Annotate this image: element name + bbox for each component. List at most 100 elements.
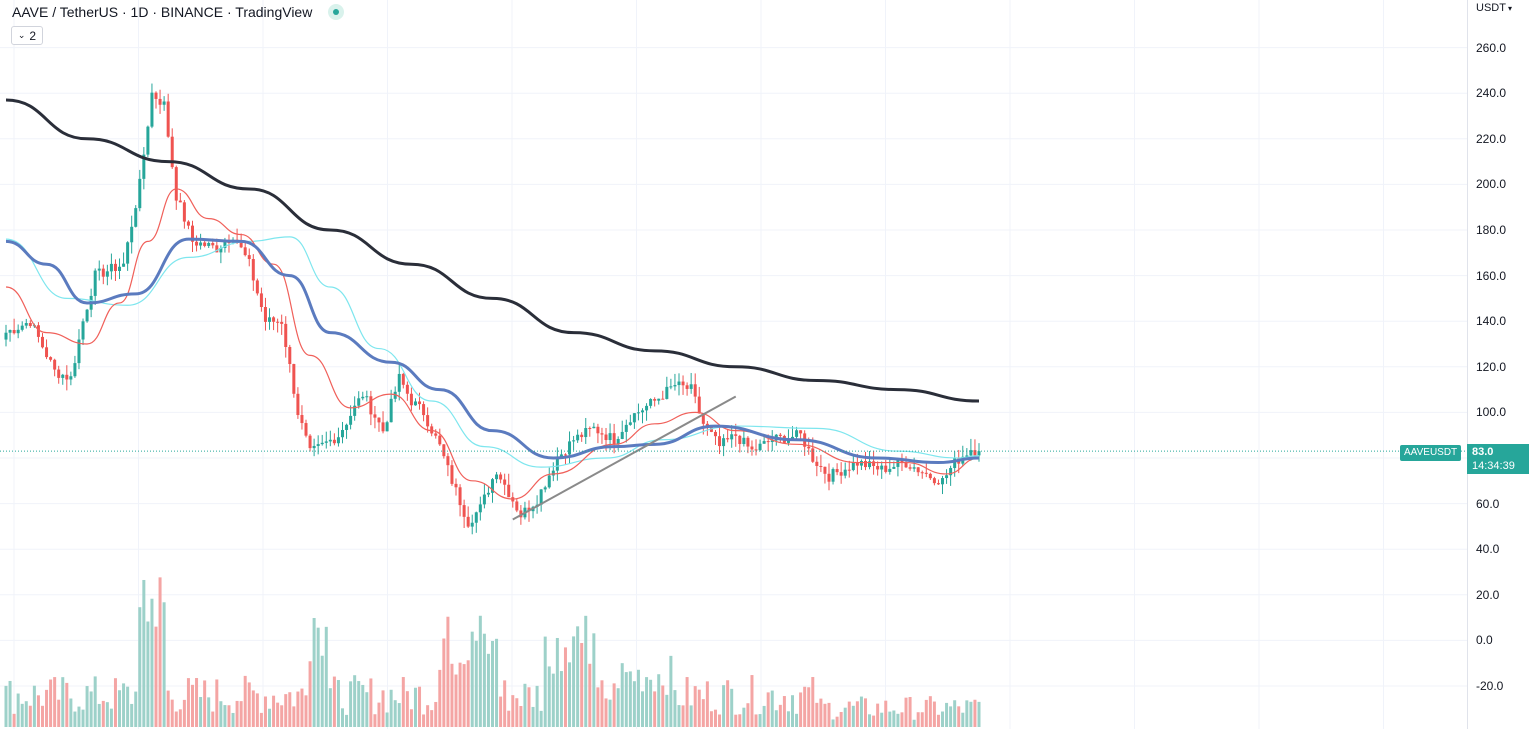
price-chart[interactable] [0,0,1467,729]
volume-bar [276,702,280,727]
volume-bar [580,643,584,727]
candle-body [40,336,44,348]
candle-body [551,470,555,476]
candle-body [953,457,957,469]
candle-body [146,126,150,155]
volume-bar [782,696,786,727]
volume-bar [859,696,863,727]
candle-body [499,474,503,480]
volume-bar [146,621,150,727]
candle-body [438,435,442,445]
indicators-collapse-button[interactable]: ⌄ 2 [11,26,43,45]
volume-bar [369,678,373,727]
candle-body [819,465,823,467]
volume-bar [924,699,928,727]
chart-area[interactable]: AAVE / TetherUS · 1D · BINANCE · Trading… [0,0,1467,729]
chevron-down-icon: ⌄ [17,30,26,40]
candle-body [584,428,588,438]
volume-bar [904,697,908,727]
candle-body [154,92,158,99]
candle-body [178,200,182,203]
candle-body [93,270,97,296]
candle-body [215,245,219,253]
candle-body [665,386,669,399]
candle-body [272,317,276,322]
volume-bar [961,712,965,727]
candle-body [418,401,422,405]
candle-body [718,436,722,447]
candle-body [268,317,272,322]
volume-bar [162,602,166,727]
candle-body [527,507,531,512]
chart-header: AAVE / TetherUS · 1D · BINANCE · Trading… [12,4,345,20]
volume-bar [928,696,932,727]
candle-body [150,92,154,127]
candle-body [328,439,332,442]
candle-body [101,268,105,277]
volume-bar [770,690,774,727]
symbol-price-tag: AAVEUSDT [1400,445,1462,461]
volume-bar [81,709,85,727]
candle-body [361,396,365,399]
volume-bar [941,711,945,727]
candle-body [223,241,227,248]
volume-bar [766,692,770,727]
volume-bar [709,711,713,727]
candle-body [324,441,328,443]
volume-bar [645,677,649,727]
volume-bar [292,706,296,727]
candle-body [288,347,292,365]
volume-bar [908,697,912,727]
candle-body [312,445,316,449]
volume-bar [150,598,154,727]
candle-body [839,472,843,476]
candle-body [608,433,612,441]
volume-bar [491,640,494,727]
candle-body [434,433,438,436]
candle-body [628,422,632,425]
candle-body [868,461,872,468]
volume-bar [953,700,957,727]
volume-bar [77,706,81,727]
volume-bar [442,638,446,727]
volume-bar [462,664,466,727]
candle-body [880,465,884,470]
candle-body [941,478,945,485]
volume-bar [839,711,843,727]
volume-bar [57,699,61,727]
volume-bar [572,636,576,727]
volume-bar [16,693,20,727]
candle-body [685,385,689,389]
candle-body [876,465,880,470]
price-axis[interactable]: USDT ▾ 260.0 240.0 220.0 200.0 180.0 160.0 140… [1467,0,1535,729]
candle-body [677,381,681,386]
candle-body [636,412,640,414]
volume-bar [499,696,503,727]
volume-bar [418,686,422,727]
volume-bar [778,704,782,727]
moving-average-line [5,237,980,465]
volume-bar [466,660,470,727]
volume-bar [97,703,101,727]
volume-bar [268,708,272,727]
volume-bar [543,636,547,727]
candle-body [340,429,344,438]
volume-bar [758,714,762,727]
candle-body [365,396,369,398]
volume-bar [458,662,462,727]
price-tick-label: 60.0 [1476,496,1500,511]
candle-body [77,339,81,364]
volume-bar [389,689,393,727]
candle-body [847,469,851,471]
candle-body [892,466,896,469]
candle-body [292,364,296,394]
volume-bar [568,662,572,727]
price-tick-label: 160.0 [1476,268,1507,283]
candle-body [162,101,166,105]
candle-body [758,443,762,451]
volume-bar [243,675,247,727]
candle-body [928,473,932,479]
volume-bar [170,699,174,727]
currency-selector[interactable]: USDT ▾ [1476,2,1512,14]
candle-body [113,263,117,272]
